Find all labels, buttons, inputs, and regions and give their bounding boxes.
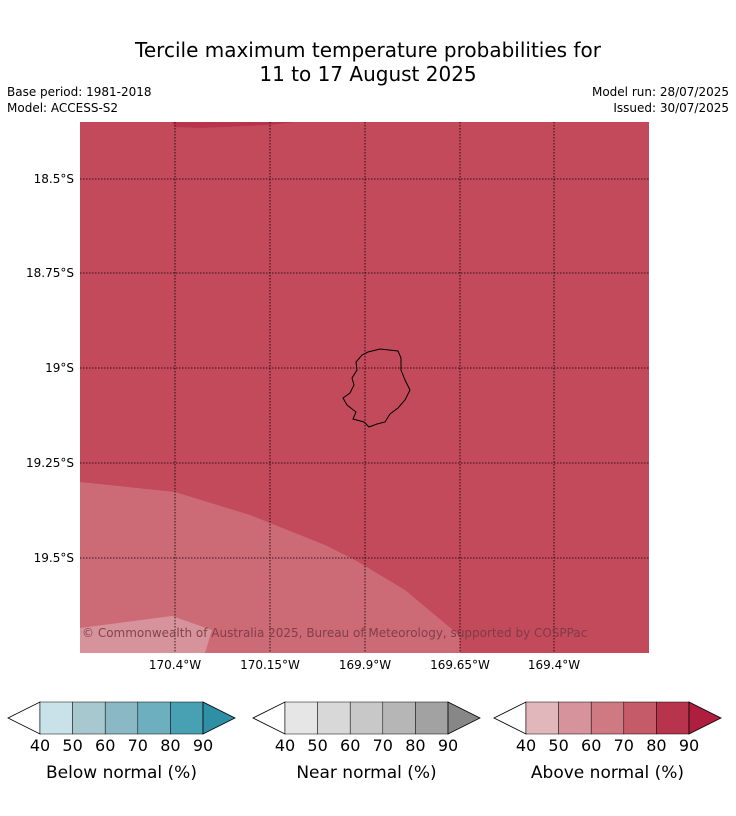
colorbar-segment bbox=[656, 701, 690, 735]
colorbar-under-triangle bbox=[493, 701, 527, 735]
colorbar-segment bbox=[284, 701, 318, 735]
colorbar-tick: 40 bbox=[516, 736, 536, 755]
meta-right: Model run: 28/07/2025 Issued: 30/07/2025 bbox=[592, 84, 729, 116]
colorbar-under-triangle bbox=[252, 701, 286, 735]
title-line-1: Tercile maximum temperature probabilitie… bbox=[135, 38, 601, 62]
colorbar-tick: 60 bbox=[340, 736, 360, 755]
map-title: Tercile maximum temperature probabilitie… bbox=[0, 38, 736, 86]
lon-label: 170.4°W bbox=[149, 658, 201, 672]
colorbar-tick: 90 bbox=[679, 736, 699, 755]
colorbar-tick: 80 bbox=[405, 736, 425, 755]
colorbar-segment bbox=[72, 701, 106, 735]
title-line-2: 11 to 17 August 2025 bbox=[259, 62, 477, 86]
base-period: Base period: 1981-2018 bbox=[7, 85, 152, 99]
map-area: © Commonwealth of Australia 2025, Bureau… bbox=[80, 122, 649, 653]
colorbar-segment bbox=[415, 701, 449, 735]
copyright-notice: © Commonwealth of Australia 2025, Bureau… bbox=[82, 626, 587, 640]
colorbar-tick: 70 bbox=[373, 736, 393, 755]
island-coastline bbox=[342, 348, 411, 428]
colorbar-tick: 40 bbox=[30, 736, 50, 755]
lat-label: 18.75°S bbox=[26, 266, 74, 280]
probability-zone-top-strip bbox=[172, 122, 295, 128]
lon-label: 169.4°W bbox=[528, 658, 580, 672]
model-run: Model run: 28/07/2025 bbox=[591, 85, 729, 99]
lon-label: 169.9°W bbox=[339, 658, 391, 672]
colorbar-segment bbox=[590, 701, 625, 735]
colorbar-tick: 60 bbox=[581, 736, 601, 755]
longitude-labels: 170.4°W 170.15°W 169.9°W 169.65°W 169.4°W bbox=[149, 658, 580, 672]
lon-label: 169.65°W bbox=[430, 658, 490, 672]
meta-left: Base period: 1981-2018 Model: ACCESS-S2 bbox=[7, 84, 152, 116]
latitude-labels: 18.5°S 18.75°S 19°S 19.25°S 19.5°S bbox=[26, 172, 74, 565]
colorbar-segment bbox=[317, 701, 351, 735]
colorbar-tick: 50 bbox=[307, 736, 327, 755]
lat-label: 18.5°S bbox=[34, 172, 74, 186]
colorbar-segment bbox=[137, 701, 171, 735]
colorbar-over-triangle bbox=[688, 701, 722, 735]
lon-label: 170.15°W bbox=[240, 658, 300, 672]
colorbar-tick: 80 bbox=[646, 736, 666, 755]
colorbar-tick: 90 bbox=[438, 736, 458, 755]
colorbar-legends: 40 50 60 70 80 90 Below normal (%) 40 50 60 70 80 90… bbox=[7, 701, 722, 783]
colorbar-over-triangle bbox=[202, 701, 236, 735]
colorbar-segment bbox=[623, 701, 657, 735]
probability-zone-50-60 bbox=[80, 616, 212, 653]
colorbar-over-triangle bbox=[447, 701, 481, 735]
lat-label: 19°S bbox=[45, 361, 74, 375]
graticule bbox=[80, 122, 649, 653]
colorbar-tick: 50 bbox=[548, 736, 568, 755]
colorbar-tick: 40 bbox=[275, 736, 295, 755]
colorbar-label: Below normal (%) bbox=[46, 763, 197, 783]
colorbar-segment bbox=[382, 701, 416, 735]
colorbar-tick: 50 bbox=[62, 736, 82, 755]
issued-date: Issued: 30/07/2025 bbox=[613, 101, 729, 115]
colorbar-label: Near normal (%) bbox=[296, 763, 436, 783]
colorbar-under-triangle bbox=[7, 701, 41, 735]
colorbar-segment bbox=[525, 701, 559, 735]
colorbar-tick: 70 bbox=[614, 736, 634, 755]
colorbar-segment bbox=[558, 701, 592, 735]
lat-label: 19.5°S bbox=[34, 551, 74, 565]
colorbar-tick: 70 bbox=[128, 736, 148, 755]
colorbar-tick: 90 bbox=[193, 736, 213, 755]
colorbar-above: 40 50 60 70 80 90 Above normal (%) bbox=[493, 701, 722, 783]
model-name: Model: ACCESS-S2 bbox=[7, 101, 119, 115]
colorbar-segment bbox=[104, 701, 139, 735]
colorbar-tick: 60 bbox=[95, 736, 115, 755]
colorbar-segment bbox=[170, 701, 204, 735]
colorbar-label: Above normal (%) bbox=[531, 763, 684, 783]
colorbar-segment bbox=[39, 701, 73, 735]
lat-label: 19.25°S bbox=[26, 456, 74, 470]
colorbar-tick: 80 bbox=[160, 736, 180, 755]
colorbar-segment bbox=[349, 701, 384, 735]
colorbar-below: 40 50 60 70 80 90 Below normal (%) bbox=[7, 701, 236, 783]
